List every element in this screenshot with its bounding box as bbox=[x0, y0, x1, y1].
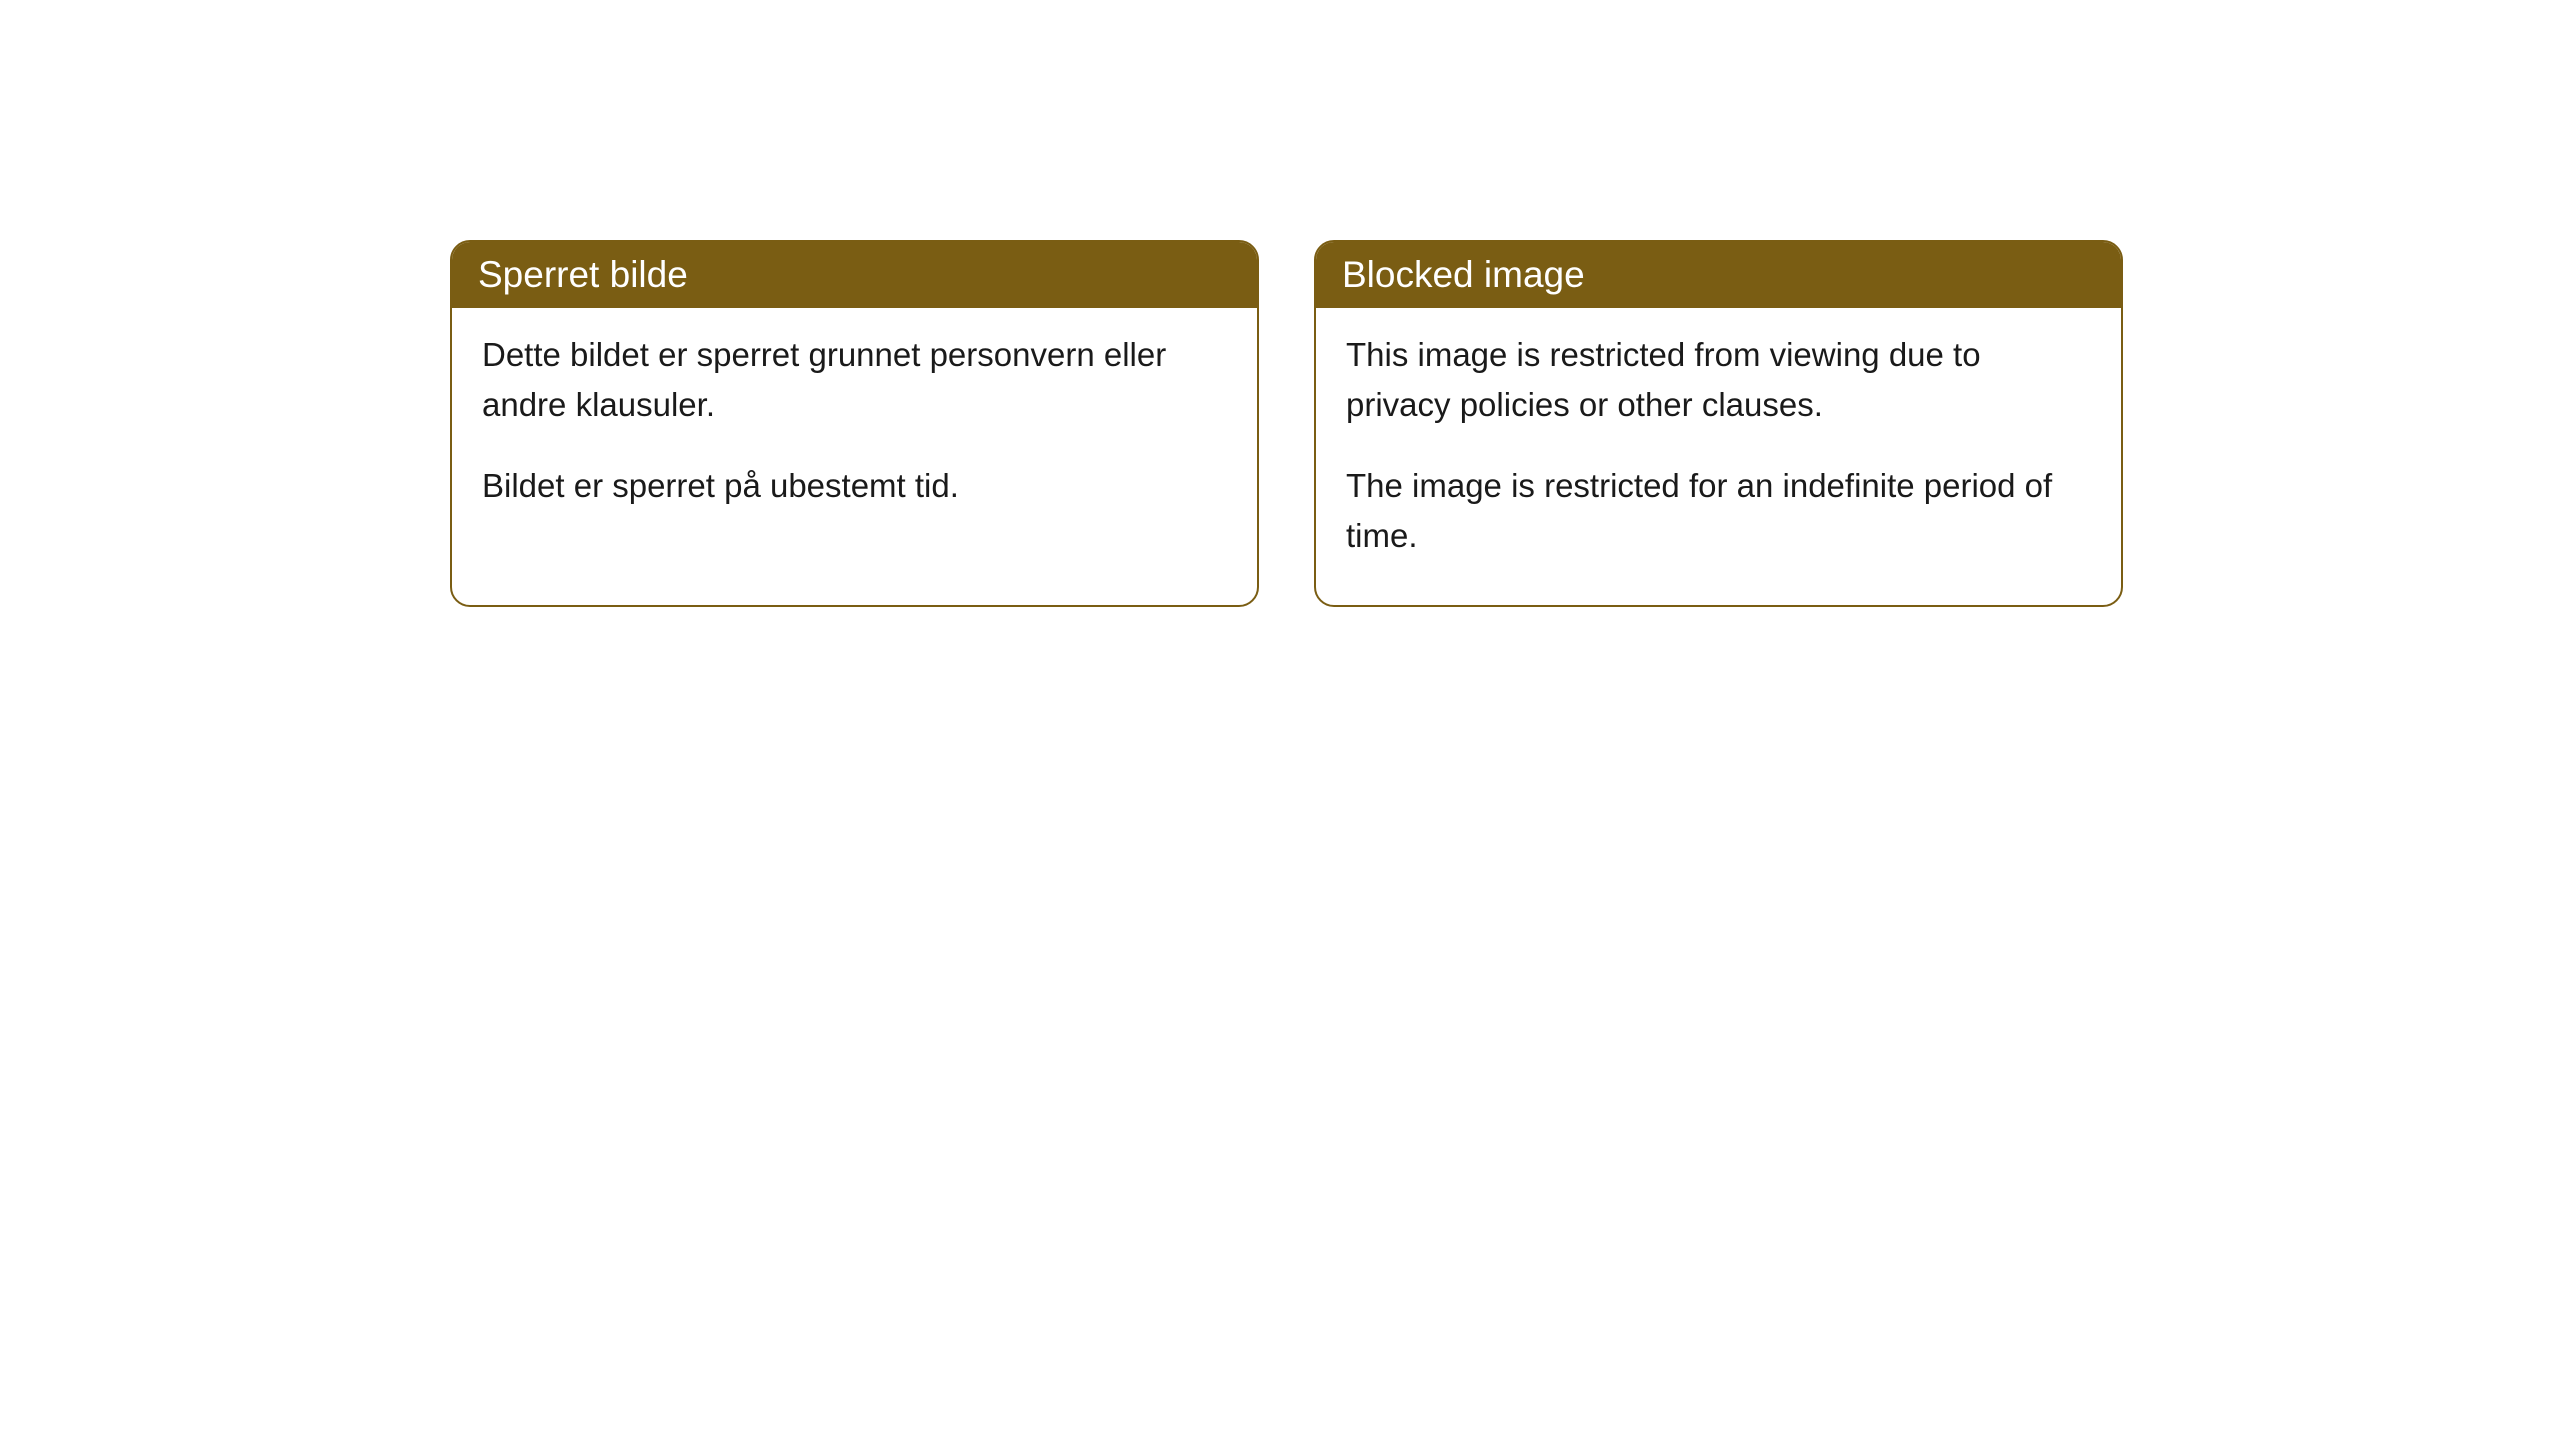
notice-cards-container: Sperret bilde Dette bildet er sperret gr… bbox=[450, 240, 2123, 607]
card-header: Blocked image bbox=[1316, 242, 2121, 308]
card-body: Dette bildet er sperret grunnet personve… bbox=[452, 308, 1257, 556]
card-paragraph: This image is restricted from viewing du… bbox=[1346, 330, 2091, 429]
card-title: Blocked image bbox=[1342, 254, 1585, 295]
card-body: This image is restricted from viewing du… bbox=[1316, 308, 2121, 605]
card-paragraph: The image is restricted for an indefinit… bbox=[1346, 461, 2091, 560]
card-paragraph: Bildet er sperret på ubestemt tid. bbox=[482, 461, 1227, 511]
card-title: Sperret bilde bbox=[478, 254, 688, 295]
notice-card-english: Blocked image This image is restricted f… bbox=[1314, 240, 2123, 607]
card-header: Sperret bilde bbox=[452, 242, 1257, 308]
card-paragraph: Dette bildet er sperret grunnet personve… bbox=[482, 330, 1227, 429]
notice-card-norwegian: Sperret bilde Dette bildet er sperret gr… bbox=[450, 240, 1259, 607]
